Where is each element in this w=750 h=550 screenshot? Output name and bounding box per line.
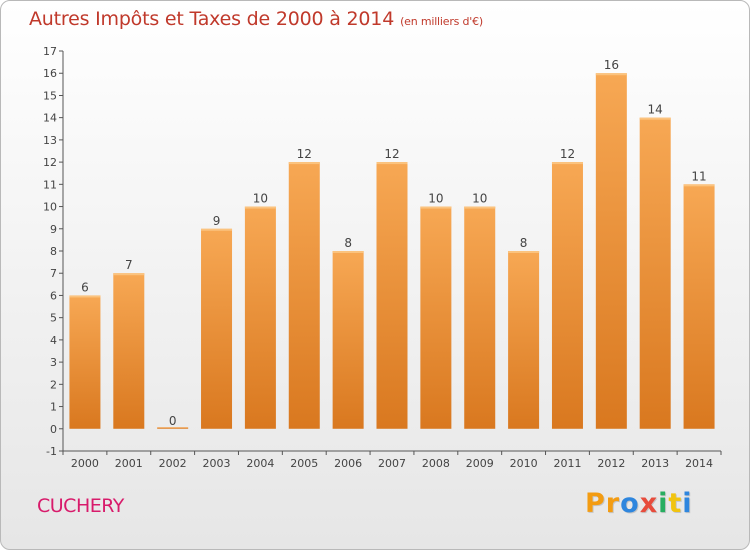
bar-highlight [244,206,276,209]
x-tick-label: 2000 [71,457,99,470]
logo-letter: x [639,488,659,519]
data-label: 9 [213,214,221,228]
proxiti-logo: Proxiti [585,488,693,519]
bar-highlight [595,73,627,76]
chart-title-text: Autres Impôts et Taxes de 2000 à 2014 [29,8,395,30]
place-name: CUCHERY [37,495,124,517]
y-tick-label: 8 [50,245,57,258]
bar [376,162,408,429]
bars [69,73,715,429]
bar [201,228,233,429]
y-tick-label: 12 [43,156,57,169]
bar [288,162,320,429]
bar [551,162,583,429]
bar-highlight [551,162,583,165]
data-label: 8 [344,236,352,250]
bar [157,427,189,429]
logo-letter: r [605,488,621,519]
x-tick-label: 2005 [290,457,318,470]
bar [420,206,452,429]
data-label: 12 [297,147,312,161]
bar [244,206,276,429]
y-tick-label: 4 [50,334,57,347]
y-tick-label: 16 [43,67,57,80]
logo-letter: i [682,488,693,519]
y-tick-label: 6 [50,289,57,302]
x-tick-label: 2007 [378,457,406,470]
data-labels: 6 7 0 9 10 12 8 12 10 10 8 12 16 14 11 [81,58,707,428]
bar [683,184,715,429]
bar-highlight [332,251,364,253]
bar-highlight [113,273,145,276]
bar-highlight [639,117,671,120]
y-tick-label: 13 [43,134,57,147]
y-tick-label: 10 [43,201,57,214]
data-label: 11 [691,169,706,183]
logo-letter: o [620,488,640,519]
x-tick-label: 2012 [597,457,625,470]
data-label: 10 [253,192,268,206]
bar [595,73,627,429]
x-tick-label: 2009 [466,457,494,470]
data-label: 6 [81,280,89,294]
x-tick-label: 2006 [334,457,362,470]
y-tick-label: 2 [50,378,57,391]
x-tick-label: 2001 [115,457,143,470]
y-tick-label: 9 [50,223,57,236]
x-tick-label: 2011 [553,457,581,470]
x-tick-label: 2013 [641,457,669,470]
x-tick-label: 2003 [203,457,231,470]
y-tick-label: 11 [43,178,57,191]
x-tick-label: 2014 [685,457,713,470]
bar [464,206,496,429]
y-tick-label: 0 [50,423,57,436]
logo-letter: i [658,488,669,519]
x-tick-label: 2002 [159,457,187,470]
x-tick-label: 2004 [246,457,274,470]
y-tick-label: 17 [43,45,57,58]
bar-highlight [683,184,715,187]
y-tick-label: 7 [50,267,57,280]
data-label: 7 [125,258,133,272]
bar-highlight [201,228,233,231]
bar-highlight [464,206,496,209]
data-label: 16 [604,58,619,72]
y-tick-label: 1 [50,401,57,414]
y-tick-label: -1 [46,445,57,458]
data-label: 8 [520,236,528,250]
x-tick-label: 2010 [510,457,538,470]
x-tick-label: 2008 [422,457,450,470]
logo-letter: P [585,488,606,519]
data-label: 0 [169,414,177,428]
y-tick-label: 15 [43,89,57,102]
bar [508,251,540,429]
data-label: 12 [384,147,399,161]
bar [639,117,671,429]
chart-title: Autres Impôts et Taxes de 2000 à 2014 (en… [29,8,483,30]
bar-highlight [69,295,101,298]
logo-letter: t [668,488,683,519]
bar-highlight [288,162,320,165]
y-tick-label: 14 [43,112,57,125]
bar [69,295,101,429]
bar [332,251,364,429]
y-tick-label: 3 [50,356,57,369]
y-tick-label: 5 [50,312,57,325]
data-label: 12 [560,147,575,161]
chart-unit: (en milliers d'€) [400,15,483,28]
bar-highlight [376,162,408,165]
bar [113,273,145,429]
bar-highlight [420,206,452,209]
data-label: 10 [428,192,443,206]
data-label: 14 [648,103,663,117]
bar-highlight [508,251,540,253]
data-label: 10 [472,192,487,206]
